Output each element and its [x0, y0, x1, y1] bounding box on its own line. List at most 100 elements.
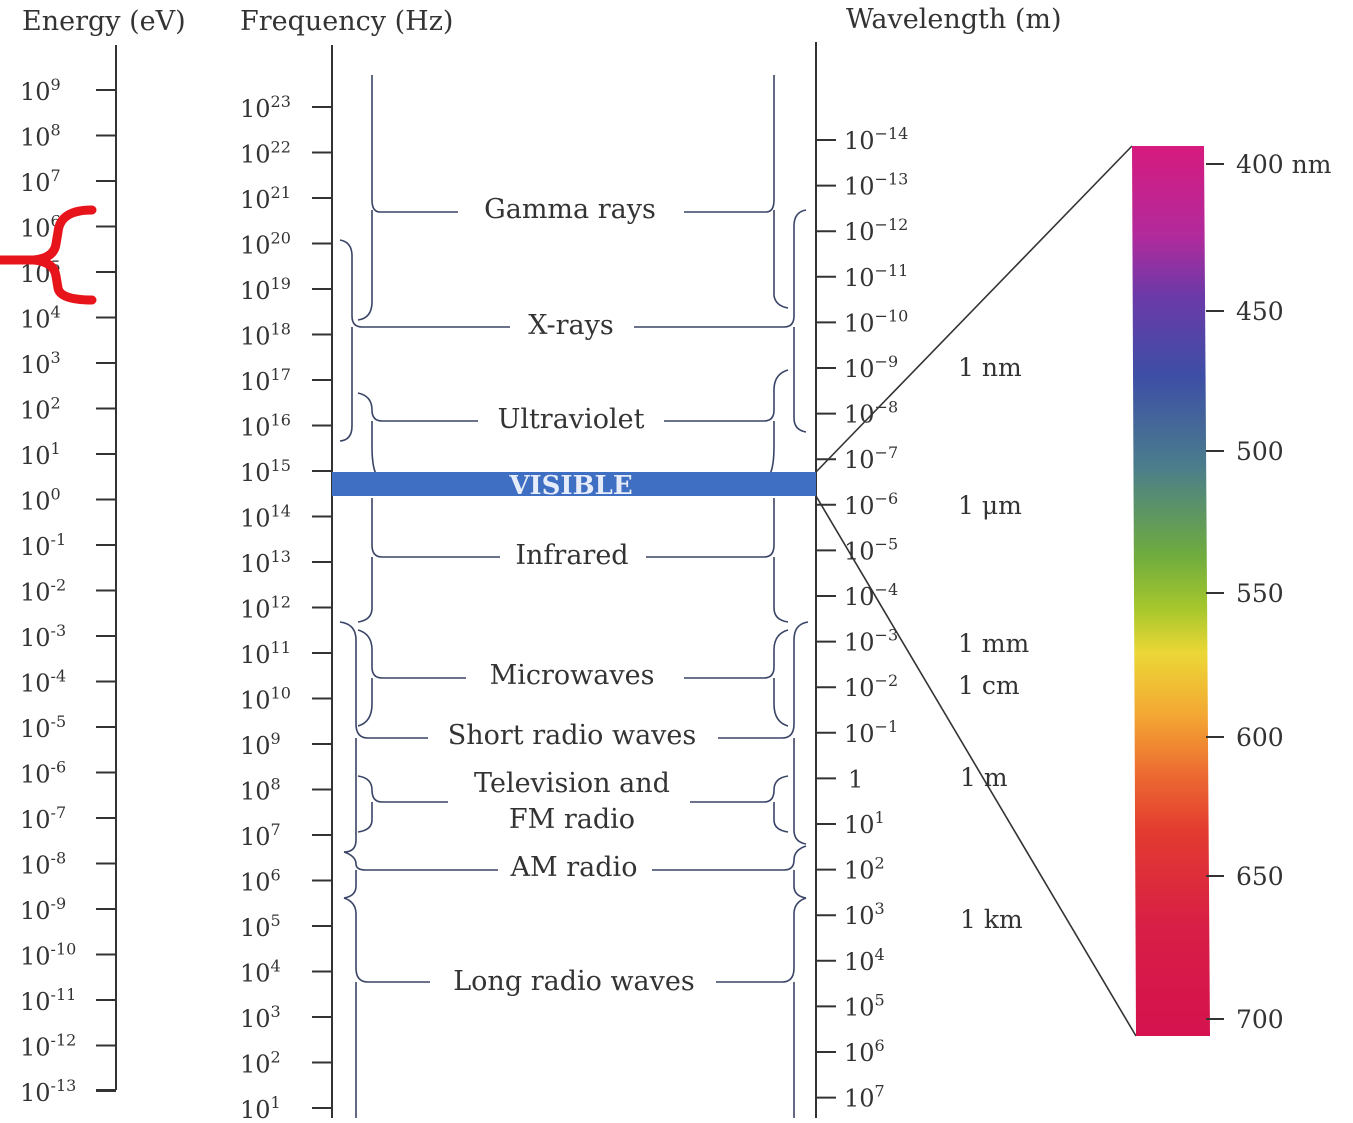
am-bracket-right-low — [793, 870, 807, 899]
frequency-tick-label: 1012 — [240, 593, 291, 624]
wavelength-tick-label: 10−8 — [844, 398, 898, 429]
spectrum-ticks: 400 nm 450 500 550 600 650 700 — [1206, 150, 1332, 1034]
band-brackets — [339, 75, 809, 1118]
tv-bracket-right-low — [773, 801, 789, 833]
tv-bracket-left-low — [357, 802, 373, 833]
visible-spectrum-bar — [1132, 146, 1210, 1036]
visible-band — [332, 472, 816, 496]
frequency-tick-label: 1013 — [240, 547, 291, 578]
short-radio-bracket-right — [718, 621, 809, 739]
wavelength-tick-label: 10−9 — [844, 352, 898, 383]
frequency-tick-label: 1010 — [240, 684, 291, 715]
spectrum-tick-label: 650 — [1236, 862, 1284, 891]
ir-bracket-right — [646, 498, 775, 558]
xray-bracket-left — [339, 239, 510, 328]
wavelength-tick-label: 102 — [844, 854, 885, 885]
energy-tick-label: 106 — [20, 212, 61, 243]
wavelength-tick-label: 1 — [848, 765, 863, 793]
frequency-tick-label: 1014 — [240, 502, 291, 533]
uv-bracket-right-low — [769, 420, 775, 475]
wavelength-tick-label: 10−11 — [844, 261, 908, 292]
micro-bracket-right — [684, 629, 789, 679]
ir-bracket-right-low — [773, 556, 789, 623]
band-uv-label: Ultraviolet — [498, 404, 645, 435]
micro-bracket-left-low — [357, 678, 373, 727]
wavelength-tick-label: 106 — [844, 1036, 885, 1067]
ir-bracket-left — [371, 498, 500, 558]
frequency-tick-label: 103 — [240, 1002, 281, 1033]
wavelength-tick-label: 10−10 — [844, 306, 908, 337]
micro-bracket-right-low — [773, 677, 789, 727]
wavelength-tick-label: 107 — [844, 1082, 885, 1113]
wavelength-tick-label: 10−1 — [844, 717, 898, 748]
frequency-tick-label: 1016 — [240, 411, 291, 442]
wavelength-tick-label: 10−4 — [844, 580, 898, 611]
energy-tick-label: 107 — [20, 166, 61, 197]
wavelength-tick-label: 103 — [844, 899, 885, 930]
energy-axis-header: Energy (eV) — [22, 6, 186, 37]
frequency-tick-label: 102 — [240, 1048, 281, 1079]
zoom-line-bottom — [815, 495, 1137, 1037]
energy-tick-label: 10-8 — [20, 849, 66, 880]
energy-tick-label: 10-3 — [20, 621, 66, 652]
tv-bracket-left — [357, 775, 448, 803]
band-gamma-label: Gamma rays — [484, 194, 656, 225]
frequency-tick-label: 1015 — [240, 456, 291, 487]
frequency-tick-label: 1022 — [240, 138, 291, 169]
short-radio-bracket-right-low — [793, 738, 807, 845]
xray-bracket-left-low — [339, 326, 353, 442]
highlight-brace — [0, 205, 97, 305]
energy-tick-label: 10-5 — [20, 712, 66, 743]
ir-bracket-left-low — [357, 557, 373, 623]
frequency-axis-header: Frequency (Hz) — [240, 6, 453, 37]
energy-tick-label: 10-13 — [20, 1076, 76, 1107]
frequency-tick-label: 1023 — [240, 92, 291, 123]
energy-tick-label: 10-10 — [20, 940, 76, 971]
wavelength-name-mm: 1 mm — [958, 629, 1030, 658]
am-bracket-right — [652, 845, 807, 871]
tv-bracket-right — [690, 775, 789, 803]
energy-tick-label: 10-11 — [20, 985, 76, 1016]
spectrum-tick-label: 700 — [1236, 1005, 1284, 1034]
frequency-tick-label: 1011 — [240, 638, 291, 669]
gamma-bracket-right — [684, 75, 775, 213]
energy-tick-label: 10-4 — [20, 667, 66, 698]
wavelength-name-cm: 1 cm — [958, 671, 1020, 700]
spectrum-tick-label: 450 — [1236, 297, 1284, 326]
band-short-radio-label: Short radio waves — [448, 720, 697, 751]
energy-tick-label: 10-1 — [20, 530, 66, 561]
energy-tick-label: 10-2 — [20, 576, 66, 607]
band-tv-label-line2: FM radio — [509, 804, 635, 835]
wavelength-tick-label: 10−14 — [844, 124, 908, 155]
wavelength-axis-header: Wavelength (m) — [846, 4, 1062, 35]
frequency-tick-label: 101 — [240, 1093, 281, 1123]
short-radio-bracket-left-low — [343, 738, 357, 853]
spectrum-tick-label: 600 — [1236, 723, 1284, 752]
wavelength-ticks: 10−1410−1310−1210−1110−1010−910−810−710−… — [816, 124, 908, 1113]
xray-bracket-right-low — [793, 327, 807, 433]
uv-bracket-left-low — [371, 421, 377, 475]
gamma-bracket-left-low — [357, 210, 373, 321]
frequency-tick-label: 1019 — [240, 274, 291, 305]
wavelength-tick-label: 10−5 — [844, 534, 898, 565]
energy-tick-label: 100 — [20, 485, 61, 516]
frequency-tick-label: 108 — [240, 775, 281, 806]
wavelength-name-km: 1 km — [960, 905, 1023, 934]
long-radio-bracket-left — [343, 897, 430, 983]
wavelength-tick-label: 10−6 — [844, 489, 898, 520]
wavelength-tick-label: 10−13 — [844, 170, 908, 201]
gamma-bracket-left — [371, 75, 458, 213]
spectrum-tick-label: 400 nm — [1236, 150, 1332, 179]
wavelength-name-nm: 1 nm — [958, 353, 1022, 382]
am-bracket-left — [343, 851, 498, 871]
energy-tick-label: 108 — [20, 121, 61, 152]
band-long-radio-label: Long radio waves — [453, 966, 695, 997]
spectrum-tick-label: 550 — [1236, 579, 1284, 608]
energy-tick-label: 104 — [20, 303, 61, 334]
wavelength-name-um: 1 μm — [958, 491, 1022, 520]
band-ir-label: Infrared — [515, 540, 628, 571]
long-radio-bracket-right — [716, 897, 807, 983]
micro-bracket-left — [357, 629, 466, 679]
energy-tick-label: 103 — [20, 348, 61, 379]
